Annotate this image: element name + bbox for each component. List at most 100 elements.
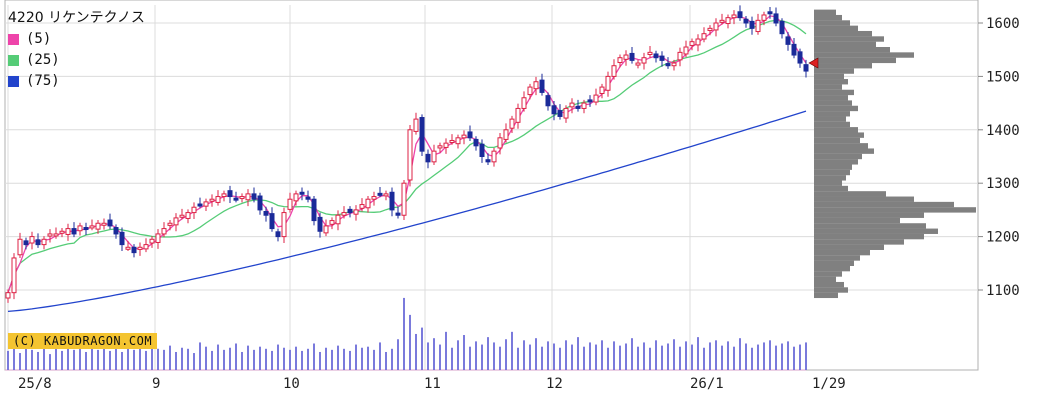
volume-bar <box>649 347 651 370</box>
candle-body <box>539 79 545 93</box>
candle-body <box>281 212 287 238</box>
volume-bar <box>799 344 801 370</box>
candle-body <box>143 244 149 250</box>
candlestick <box>533 76 539 96</box>
candle-body <box>149 238 155 244</box>
ma75-line <box>7 110 807 313</box>
volume-bar <box>139 346 141 370</box>
candlestick <box>437 142 443 153</box>
legend-item-ma25: (25) <box>8 50 145 71</box>
volume-bar <box>175 351 177 370</box>
candle-body <box>239 196 245 200</box>
candle-body <box>719 19 725 23</box>
candlestick <box>773 7 779 27</box>
volume-bar <box>313 343 315 370</box>
volume-profile-bar <box>814 47 890 53</box>
candlestick <box>95 220 101 234</box>
volume-bar <box>583 346 585 370</box>
candlestick <box>551 100 557 121</box>
candle-body <box>689 41 695 46</box>
legend-item-ma75: (75) <box>8 71 145 92</box>
candle-body <box>347 208 353 214</box>
candle-body <box>77 225 83 232</box>
volume-profile-bar <box>814 143 868 149</box>
candlestick <box>509 115 515 134</box>
x-tick-label: 1/29 <box>812 376 846 392</box>
volume-bar <box>685 341 687 370</box>
volume-bar <box>511 331 513 370</box>
volume-profile-bar <box>814 127 858 133</box>
x-tick-label: 26/1 <box>690 376 724 392</box>
volume-bar <box>751 347 753 370</box>
candlestick <box>659 51 665 67</box>
candlestick <box>677 47 683 67</box>
candlestick <box>77 222 83 236</box>
candlestick <box>653 50 659 63</box>
candle-body <box>317 216 323 232</box>
volume-profile-bar <box>814 36 884 42</box>
candlesticks <box>5 5 809 303</box>
candle-body <box>695 38 701 46</box>
candle-body <box>461 134 467 139</box>
candlestick <box>293 190 299 206</box>
candle-body <box>23 240 29 246</box>
volume-bar <box>73 349 75 370</box>
candlestick <box>113 224 119 239</box>
candle-body <box>545 95 551 107</box>
candlestick <box>635 59 641 69</box>
candle-body <box>467 131 473 139</box>
candle-body <box>95 222 101 230</box>
candlestick <box>161 222 167 238</box>
candle-body <box>767 11 773 15</box>
candlestick <box>179 208 185 220</box>
volume-bar <box>451 347 453 370</box>
candlestick <box>689 38 695 51</box>
candlestick <box>503 123 509 143</box>
candlestick <box>485 153 491 166</box>
volume-bar <box>775 345 777 370</box>
candlestick <box>167 220 173 231</box>
candle-body <box>659 55 665 61</box>
candle-body <box>377 192 383 196</box>
candle-body <box>629 52 635 61</box>
candle-body <box>41 238 47 246</box>
candle-body <box>647 51 653 56</box>
volume-bar <box>697 337 699 370</box>
x-tick-label: 12 <box>546 376 563 392</box>
candlestick <box>155 229 161 249</box>
volume-bar <box>211 350 213 370</box>
candlestick <box>449 134 455 145</box>
volume-bar <box>715 340 717 370</box>
volume-bar <box>349 350 351 370</box>
candlestick <box>467 125 473 142</box>
candle-body <box>185 212 191 219</box>
volume-bar <box>439 344 441 370</box>
candle-body <box>803 64 809 72</box>
candle-body <box>83 227 89 231</box>
volume-profile-bar <box>814 223 926 229</box>
candle-body <box>5 292 11 299</box>
y-tick-label: 1300 <box>986 176 1020 192</box>
candlestick <box>107 213 113 230</box>
volume-bar <box>343 348 345 370</box>
candle-body <box>683 46 689 55</box>
volume-profile-bar <box>814 260 854 266</box>
volume-profile-bar <box>814 20 850 26</box>
volume-bar <box>235 343 237 370</box>
candlestick <box>347 206 353 218</box>
y-tick-label: 1400 <box>986 123 1020 139</box>
volume-bar <box>295 346 297 370</box>
candlestick <box>545 92 551 111</box>
volume-bar <box>61 350 63 370</box>
candlestick <box>491 147 497 167</box>
candle-body <box>749 20 755 29</box>
candle-body <box>713 22 719 31</box>
volume-bar <box>31 349 33 370</box>
y-tick-label: 1600 <box>986 16 1020 32</box>
candlestick <box>365 196 371 213</box>
candle-body <box>785 36 791 45</box>
candle-body <box>473 138 479 147</box>
volume-bar <box>277 344 279 370</box>
volume-profile-bar <box>814 9 836 16</box>
candlestick <box>53 227 59 239</box>
